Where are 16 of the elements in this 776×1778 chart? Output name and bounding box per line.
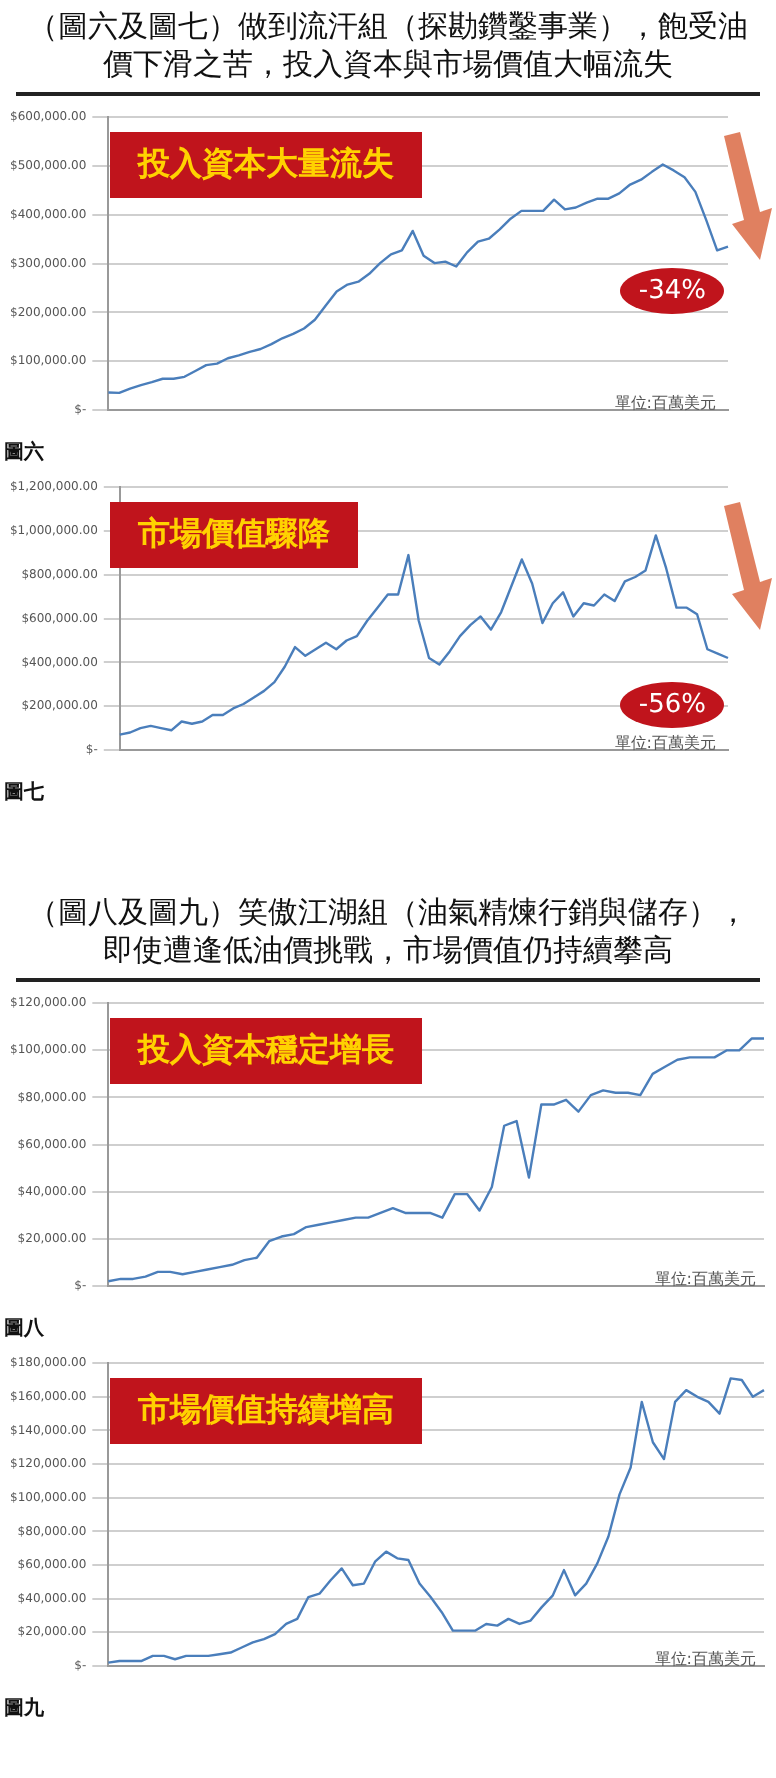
annotation: 市場價值持續增高 [110, 1378, 422, 1444]
text: 圖六 [4, 438, 44, 466]
annotation: 投入資本穩定增長 [110, 1018, 422, 1084]
text: 圖九 [4, 1695, 44, 1722]
chart-title: （圖八及圖九）笑傲江湖組（油氣精煉行銷與儲存），即使遭逢低油價挑戰，市場價值仍持續攀高 [16, 894, 760, 982]
annotation: 市場價值驟降 [110, 502, 358, 568]
text: 圖七 [4, 779, 44, 806]
annotation: 單位:百萬美元 [654, 1268, 756, 1290]
annotation: 投入資本大量流失 [110, 132, 422, 198]
speech-bubble: -34% [620, 268, 724, 314]
annotation: 單位:百萬美元 [614, 732, 716, 754]
annotation: 單位:百萬美元 [654, 1648, 756, 1670]
text: 圖八 [4, 1315, 44, 1342]
annotation: 單位:百萬美元 [614, 392, 716, 414]
chart-title: （圖六及圖七）做到流汗組（探勘鑽鑿事業），飽受油價下滑之苦，投入資本與市場價值大幅流失 [16, 8, 760, 96]
speech-bubble: -56% [620, 682, 724, 728]
